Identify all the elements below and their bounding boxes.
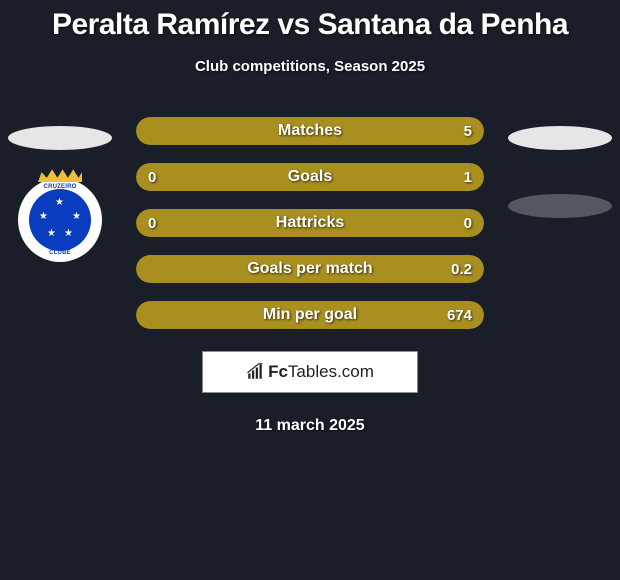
footer-date: 11 march 2025 <box>255 417 364 435</box>
stat-label: Hattricks <box>276 214 344 232</box>
infographic-container: Peralta Ramírez vs Santana da Penha Club… <box>0 0 620 580</box>
club-logo-left: CRUZEIRO ★ ★ ★ ★ ★ CLUBE <box>18 178 102 262</box>
watermark-bold: Fc <box>268 362 288 381</box>
star-icon: ★ <box>72 211 81 222</box>
stat-value-right: 0 <box>464 215 472 232</box>
stat-label: Goals <box>288 168 332 186</box>
stat-value-right: 5 <box>464 123 472 140</box>
stat-row: Goals per match 0.2 <box>136 255 484 283</box>
stat-value-right: 0.2 <box>451 261 472 278</box>
stat-label: Goals per match <box>247 260 372 278</box>
subtitle: Club competitions, Season 2025 <box>195 58 425 75</box>
watermark-rest: Tables.com <box>288 362 374 381</box>
bar-chart-icon <box>246 363 264 381</box>
stat-value-right: 1 <box>464 169 472 186</box>
star-icon: ★ <box>55 197 64 208</box>
stat-label: Matches <box>278 122 342 140</box>
player-left-placeholder-icon <box>8 126 112 150</box>
club-logo-bottom-text: CLUBE <box>49 250 71 256</box>
stat-row: Min per goal 674 <box>136 301 484 329</box>
left-player-column: CRUZEIRO ★ ★ ★ ★ ★ CLUBE <box>0 120 120 262</box>
crown-icon <box>38 168 82 182</box>
stat-value-left: 0 <box>148 215 156 232</box>
watermark-badge: FcTables.com <box>202 351 418 393</box>
player-right-placeholder-icon <box>508 126 612 150</box>
watermark-text: FcTables.com <box>268 362 374 382</box>
stats-list: Matches 5 0 Goals 1 0 Hattricks 0 Goals per matc… <box>136 117 484 329</box>
stat-label: Min per goal <box>263 306 357 324</box>
club-right-placeholder-icon <box>508 194 612 218</box>
club-logo-inner: ★ ★ ★ ★ ★ <box>29 189 91 251</box>
stat-value-left: 0 <box>148 169 156 186</box>
star-icon: ★ <box>47 228 56 239</box>
page-title: Peralta Ramírez vs Santana da Penha <box>52 8 568 42</box>
star-icon: ★ <box>64 228 73 239</box>
stat-value-right: 674 <box>447 307 472 324</box>
right-player-column <box>500 120 620 218</box>
stat-row: 0 Hattricks 0 <box>136 209 484 237</box>
stat-row: Matches 5 <box>136 117 484 145</box>
star-icon: ★ <box>39 211 48 222</box>
stat-row: 0 Goals 1 <box>136 163 484 191</box>
